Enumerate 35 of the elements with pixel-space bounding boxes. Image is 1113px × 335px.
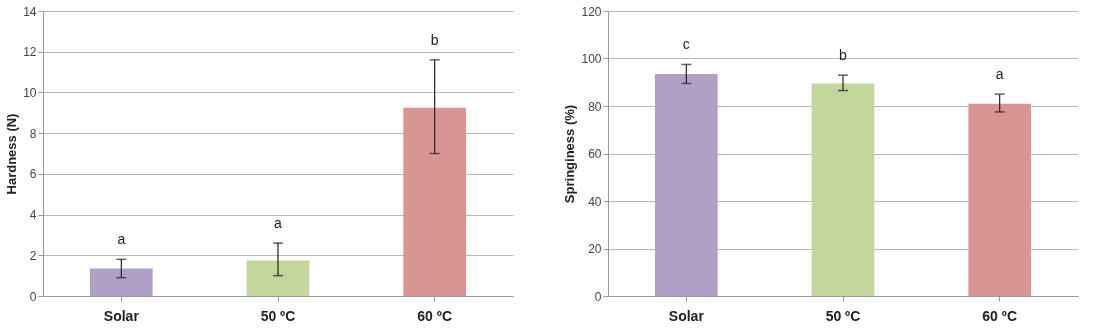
annotation: a [995, 66, 1004, 83]
x-tick-label: Solar [668, 307, 705, 324]
annotation: c [682, 36, 690, 53]
y-tick-label: 0 [29, 289, 37, 304]
x-tick-label: 60 ºC [982, 307, 1018, 324]
annotation: a [117, 231, 126, 248]
y-tick-label: 12 [23, 45, 37, 60]
annotation: b [430, 31, 439, 48]
bar [811, 83, 875, 296]
y-tick-label: 100 [581, 52, 602, 66]
x-tick-label: 60 ºC [417, 307, 453, 324]
y-tick-label: 40 [588, 194, 602, 209]
y-tick-label: 4 [29, 208, 37, 223]
y-tick-label: 0 [594, 289, 602, 304]
y-tick-label: 10 [23, 85, 37, 100]
x-tick-label: 50 ºC [260, 307, 296, 324]
bar [90, 268, 153, 296]
x-tick-label: Solar [103, 307, 140, 324]
y-tick-label: 2 [29, 248, 37, 263]
bar [246, 260, 310, 296]
annotation: b [839, 47, 848, 64]
y-tick-label: 8 [29, 126, 37, 141]
y-axis-title: Hardness (N) [4, 113, 20, 195]
y-tick-label: 14 [23, 4, 37, 19]
y-tick-label: 80 [588, 99, 602, 114]
annotation: a [274, 215, 283, 232]
bar [968, 103, 1031, 296]
bar [403, 107, 466, 296]
y-tick-label: 120 [581, 4, 602, 19]
y-axis-title: Springiness (%) [562, 104, 578, 204]
y-tick-label: 6 [29, 167, 37, 182]
x-tick-label: 50 ºC [825, 307, 861, 324]
y-tick-label: 20 [588, 242, 602, 256]
y-tick-label: 60 [588, 147, 602, 161]
bar [655, 73, 718, 296]
